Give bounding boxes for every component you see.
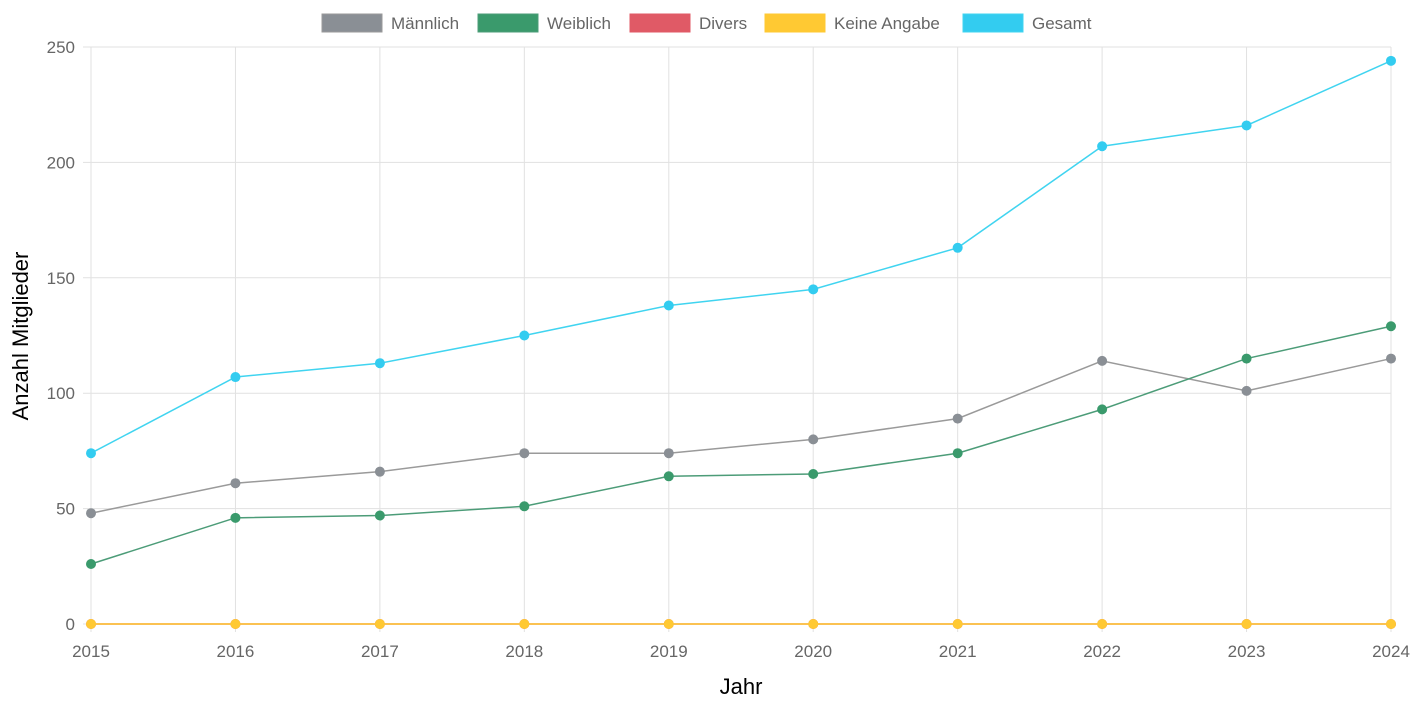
data-point[interactable] (663, 448, 674, 459)
y-tick-label: 250 (47, 38, 75, 57)
data-point[interactable] (663, 300, 674, 311)
x-tick-label: 2018 (505, 642, 543, 661)
data-point[interactable] (663, 619, 674, 629)
series-line (90, 357, 1392, 514)
data-point[interactable] (519, 501, 530, 512)
x-tick-label: 2017 (361, 642, 399, 661)
x-tick-label: 2022 (1083, 642, 1121, 661)
data-point[interactable] (230, 478, 241, 489)
series-männlich (86, 353, 1396, 519)
series-weiblich (86, 321, 1396, 569)
x-tick-label: 2023 (1228, 642, 1266, 661)
data-point[interactable] (519, 448, 530, 459)
data-point[interactable] (1386, 55, 1396, 66)
data-point[interactable] (1241, 120, 1252, 131)
series-keine-angabe (86, 619, 1396, 629)
data-point[interactable] (1097, 141, 1108, 152)
y-axis-title: Anzahl Mitglieder (8, 252, 33, 421)
data-point[interactable] (952, 448, 963, 459)
data-point[interactable] (230, 619, 241, 629)
legend-label: Männlich (391, 14, 459, 33)
data-point[interactable] (86, 508, 96, 519)
y-tick-label: 0 (66, 615, 75, 634)
legend[interactable]: Männlich Weiblich Divers Keine Angabe Gesamt (321, 13, 1092, 33)
series-line (90, 325, 1392, 565)
data-point[interactable] (808, 468, 819, 479)
legend-swatch (321, 13, 383, 33)
data-point[interactable] (374, 510, 385, 521)
data-point[interactable] (230, 372, 241, 383)
legend-item[interactable]: Gesamt (962, 13, 1092, 33)
legend-item[interactable]: Männlich (321, 13, 459, 33)
data-point[interactable] (663, 471, 674, 482)
data-point[interactable] (1097, 619, 1108, 629)
data-point[interactable] (230, 512, 241, 523)
legend-swatch (477, 13, 539, 33)
series-line (90, 60, 1392, 454)
y-tick-label: 50 (56, 500, 75, 519)
x-tick-label: 2019 (650, 642, 688, 661)
data-point[interactable] (1386, 321, 1396, 332)
legend-swatch (629, 13, 691, 33)
x-tick-label: 2015 (72, 642, 110, 661)
data-point[interactable] (952, 413, 963, 424)
legend-item[interactable]: Divers (629, 13, 747, 33)
legend-item[interactable]: Keine Angabe (764, 13, 940, 33)
data-point[interactable] (1241, 385, 1252, 396)
legend-label: Weiblich (547, 14, 611, 33)
data-point[interactable] (1097, 355, 1108, 366)
data-point[interactable] (374, 358, 385, 369)
data-point[interactable] (808, 619, 819, 629)
grid (83, 46, 1392, 632)
data-point[interactable] (86, 558, 96, 569)
data-point[interactable] (952, 242, 963, 253)
axes: 2015 2016 2017 2018 2019 2020 2021 2022 2023 2024… (47, 38, 1410, 661)
data-point[interactable] (519, 619, 530, 629)
series-gesamt (86, 55, 1396, 459)
data-point[interactable] (86, 448, 96, 459)
data-point[interactable] (1386, 619, 1396, 629)
data-point[interactable] (86, 619, 96, 629)
data-point[interactable] (1097, 404, 1108, 415)
legend-label: Gesamt (1032, 14, 1092, 33)
series-group (86, 55, 1396, 629)
x-axis-title: Jahr (720, 674, 763, 699)
x-tick-label: 2021 (939, 642, 977, 661)
x-tick-label: 2024 (1372, 642, 1410, 661)
legend-label: Divers (699, 14, 747, 33)
data-point[interactable] (1386, 353, 1396, 364)
y-tick-label: 100 (47, 384, 75, 403)
legend-swatch (764, 13, 826, 33)
legend-swatch (962, 13, 1024, 33)
data-point[interactable] (519, 330, 530, 341)
x-tick-label: 2020 (794, 642, 832, 661)
data-point[interactable] (374, 619, 385, 629)
data-point[interactable] (1241, 619, 1252, 629)
y-tick-label: 150 (47, 269, 75, 288)
y-tick-label: 200 (47, 153, 75, 172)
legend-label: Keine Angabe (834, 14, 940, 33)
data-point[interactable] (808, 434, 819, 445)
data-point[interactable] (952, 619, 963, 629)
x-tick-label: 2016 (217, 642, 255, 661)
legend-item[interactable]: Weiblich (477, 13, 611, 33)
data-point[interactable] (374, 466, 385, 477)
data-point[interactable] (808, 284, 819, 295)
data-point[interactable] (1241, 353, 1252, 364)
